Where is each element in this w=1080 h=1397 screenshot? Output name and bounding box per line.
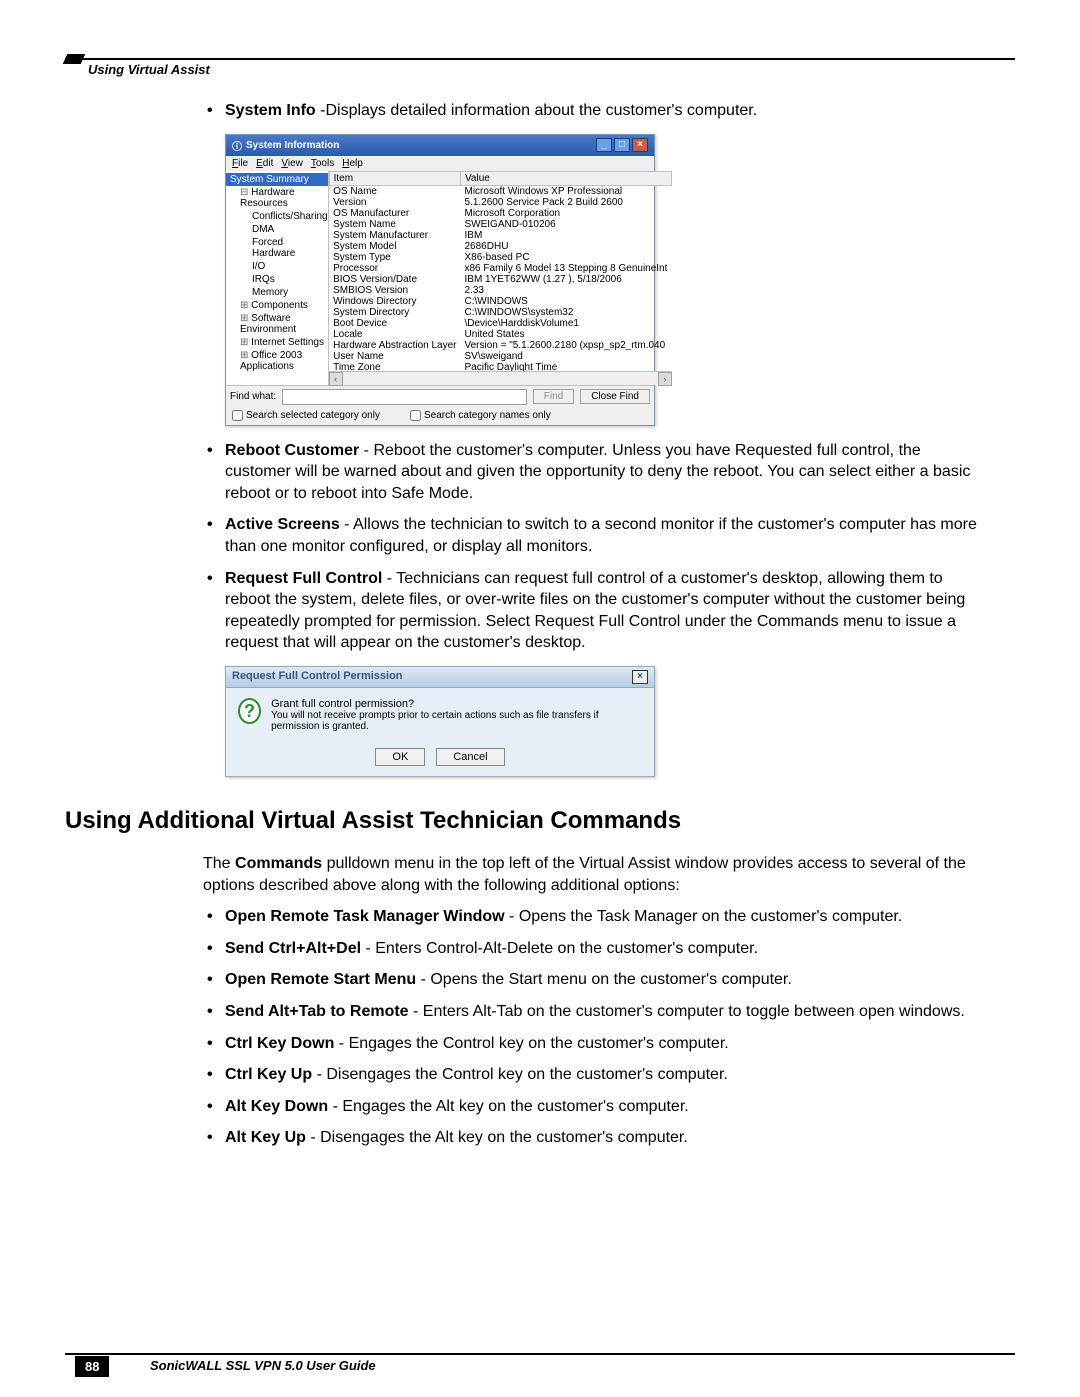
- table-row[interactable]: System DirectoryC:\WINDOWS\system32: [329, 307, 671, 318]
- window-titlebar: ⓘ System Information _ □ ×: [226, 135, 654, 156]
- close-find-button[interactable]: Close Find: [580, 389, 650, 404]
- dialog-close-button[interactable]: ×: [632, 670, 648, 684]
- table-row[interactable]: System TypeX86-based PC: [329, 252, 671, 263]
- tree-node[interactable]: Office 2003 Applications: [226, 349, 328, 373]
- sysinfo-window: ⓘ System Information _ □ × File Edit View T…: [225, 134, 655, 426]
- h-scrollbar[interactable]: ‹ ›: [329, 371, 672, 385]
- col-item[interactable]: Item: [329, 171, 460, 185]
- table-row[interactable]: System NameSWEIGAND-010206: [329, 219, 671, 230]
- table-row[interactable]: SMBIOS Version2.33: [329, 285, 671, 296]
- tree-node[interactable]: Conflicts/Sharing: [226, 210, 328, 223]
- chk1[interactable]: [232, 410, 243, 421]
- bullet-item: Reboot Customer - Reboot the customer's …: [203, 440, 985, 505]
- footer-rule: [65, 1353, 1015, 1355]
- tree-node[interactable]: Software Environment: [226, 312, 328, 336]
- table-row[interactable]: BIOS Version/DateIBM 1YET62WW (1.27 ), 5…: [329, 274, 671, 285]
- find-row: Find what: Find Close Find: [226, 385, 654, 408]
- bullet-list-3: Open Remote Task Manager Window - Opens …: [203, 906, 985, 1149]
- dialog-line1: Grant full control permission?: [271, 698, 642, 710]
- bullet-list-1: System Info -Displays detailed informati…: [203, 100, 985, 122]
- search-selected-category[interactable]: Search selected category only: [232, 410, 380, 421]
- tree-node[interactable]: Memory: [226, 286, 328, 299]
- section-heading: Using Additional Virtual Assist Technici…: [65, 807, 985, 835]
- table-row[interactable]: User NameSV\sweigand: [329, 351, 671, 362]
- info-grid: Item Value OS NameMicrosoft Windows XP P…: [329, 171, 672, 385]
- bullet-item: Ctrl Key Up - Disengages the Control key…: [203, 1064, 985, 1086]
- bullet-item: Open Remote Task Manager Window - Opens …: [203, 906, 985, 928]
- tree-node[interactable]: System Summary: [226, 173, 328, 186]
- page-number: 88: [75, 1356, 109, 1377]
- ok-button[interactable]: OK: [375, 748, 425, 766]
- tree-node[interactable]: Components: [226, 299, 328, 312]
- bullet-item: System Info -Displays detailed informati…: [203, 100, 985, 122]
- window-title: System Information: [246, 140, 339, 151]
- scroll-left-icon[interactable]: ‹: [329, 372, 343, 386]
- find-label: Find what:: [230, 391, 276, 402]
- bullet-item: Open Remote Start Menu - Opens the Start…: [203, 969, 985, 991]
- find-input[interactable]: [282, 389, 527, 405]
- table-row[interactable]: Hardware Abstraction LayerVersion = "5.1…: [329, 340, 671, 351]
- close-button[interactable]: ×: [632, 138, 648, 152]
- table-row[interactable]: OS ManufacturerMicrosoft Corporation: [329, 208, 671, 219]
- menu-item[interactable]: Tools: [311, 158, 334, 169]
- maximize-button[interactable]: □: [614, 138, 630, 152]
- bullet-item: Request Full Control - Technicians can r…: [203, 568, 985, 654]
- bullet-item: Send Ctrl+Alt+Del - Enters Control-Alt-D…: [203, 938, 985, 960]
- menu-item[interactable]: View: [281, 158, 303, 169]
- tree-node[interactable]: IRQs: [226, 273, 328, 286]
- tree-node[interactable]: I/O: [226, 260, 328, 273]
- header-rule: [65, 58, 1015, 60]
- header-flair: [63, 54, 86, 64]
- minimize-button[interactable]: _: [596, 138, 612, 152]
- table-row[interactable]: Processorx86 Family 6 Model 13 Stepping …: [329, 263, 671, 274]
- tree-node[interactable]: Hardware Resources: [226, 186, 328, 210]
- table-row[interactable]: LocaleUnited States: [329, 329, 671, 340]
- table-row[interactable]: Time ZonePacific Daylight Time: [329, 362, 671, 371]
- nav-tree[interactable]: System SummaryHardware ResourcesConflict…: [226, 171, 329, 385]
- help-icon: ⓘ: [232, 138, 242, 153]
- section-intro: The Commands pulldown menu in the top le…: [203, 853, 985, 896]
- find-button[interactable]: Find: [533, 389, 574, 404]
- search-category-names[interactable]: Search category names only: [410, 410, 551, 421]
- bullet-item: Send Alt+Tab to Remote - Enters Alt-Tab …: [203, 1001, 985, 1023]
- table-row[interactable]: System ManufacturerIBM: [329, 230, 671, 241]
- bullet-item: Ctrl Key Down - Engages the Control key …: [203, 1033, 985, 1055]
- menu-item[interactable]: File: [232, 158, 248, 169]
- table-row[interactable]: System Model2686DHU: [329, 241, 671, 252]
- tree-node[interactable]: Internet Settings: [226, 336, 328, 349]
- table-row[interactable]: Windows DirectoryC:\WINDOWS: [329, 296, 671, 307]
- cancel-button[interactable]: Cancel: [436, 748, 504, 766]
- permission-dialog: Request Full Control Permission × ? Gran…: [225, 666, 655, 777]
- bullet-list-2: Reboot Customer - Reboot the customer's …: [203, 440, 985, 654]
- table-row[interactable]: OS NameMicrosoft Windows XP Professional: [329, 185, 671, 197]
- scroll-right-icon[interactable]: ›: [658, 372, 672, 386]
- col-value[interactable]: Value: [461, 171, 672, 185]
- table-row[interactable]: Version5.1.2600 Service Pack 2 Build 260…: [329, 197, 671, 208]
- footer-text: SonicWALL SSL VPN 5.0 User Guide: [150, 1358, 376, 1373]
- chk2[interactable]: [410, 410, 421, 421]
- tree-node[interactable]: DMA: [226, 223, 328, 236]
- question-icon: ?: [238, 698, 261, 724]
- menubar[interactable]: File Edit View Tools Help: [226, 156, 654, 171]
- menu-item[interactable]: Help: [342, 158, 363, 169]
- table-row[interactable]: Boot Device\Device\HarddiskVolume1: [329, 318, 671, 329]
- bullet-item: Alt Key Up - Disengages the Alt key on t…: [203, 1127, 985, 1149]
- bullet-item: Active Screens - Allows the technician t…: [203, 514, 985, 557]
- tree-node[interactable]: Forced Hardware: [226, 236, 328, 260]
- bullet-item: Alt Key Down - Engages the Alt key on th…: [203, 1096, 985, 1118]
- dialog-title: Request Full Control Permission: [232, 670, 403, 684]
- dialog-line2: You will not receive prompts prior to ce…: [271, 710, 642, 732]
- header-title: Using Virtual Assist: [88, 62, 210, 77]
- menu-item[interactable]: Edit: [256, 158, 273, 169]
